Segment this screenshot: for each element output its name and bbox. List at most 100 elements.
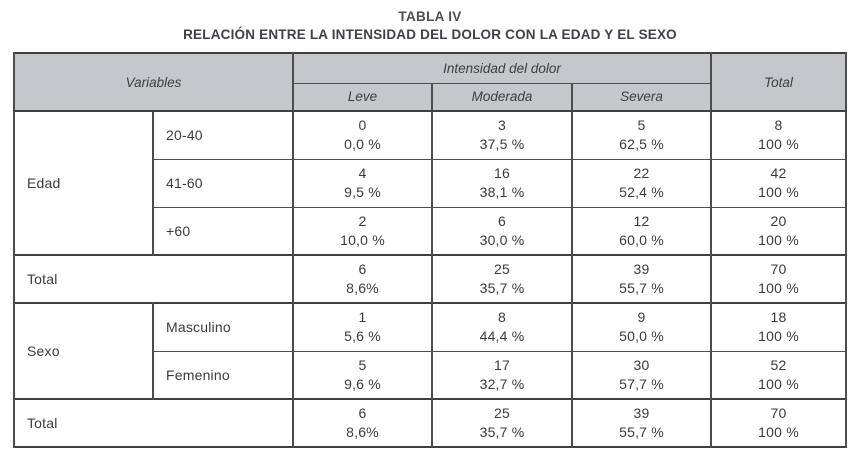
- cell-percent: 100 %: [758, 424, 799, 440]
- total-row: Total 6 8,6% 25 35,7 % 39 55,7 % 70 100 %: [12, 398, 848, 448]
- header-variables: Variables: [12, 52, 294, 112]
- cell-count: 18: [770, 309, 787, 326]
- cell-count: 6: [497, 212, 506, 229]
- cell-count: 5: [637, 117, 646, 134]
- table-title: TABLA IV: [398, 9, 462, 24]
- cell-count: 25: [493, 405, 510, 421]
- data-cell: 25 35,7 %: [430, 398, 573, 448]
- cell-percent: 30,0 %: [479, 231, 525, 248]
- cell-percent: 100 %: [758, 280, 799, 296]
- data-cell: 42 100 %: [710, 158, 848, 208]
- cell-count: 22: [633, 165, 650, 181]
- data-cell: 39 55,7 %: [570, 254, 713, 304]
- data-cell: 30 57,7 %: [570, 350, 713, 400]
- total-row: Total 6 8,6% 25 35,7 % 39 55,7 % 70 100 %: [12, 254, 848, 304]
- cell-percent: 100 %: [758, 136, 799, 153]
- cell-count: 17: [493, 356, 510, 373]
- cell-count: 70: [770, 261, 787, 277]
- cell-percent: 10,0 %: [340, 231, 385, 248]
- cell-count: 5: [358, 356, 367, 373]
- data-cell: 22 52,4 %: [570, 158, 713, 208]
- group-label-edad: Edad: [12, 110, 154, 256]
- table-row: 41-60 4 9,5 % 16 38,1 % 22 52,4 % 42 100 %: [14, 158, 848, 208]
- cell-count: 6: [358, 261, 367, 277]
- cell-count: 3: [497, 117, 506, 134]
- header-intensity: Intensidad del dolor: [291, 52, 713, 84]
- header-level-moderada: Moderada: [430, 82, 573, 112]
- data-cell: 9 50,0 %: [570, 302, 713, 352]
- table-subtitle: RELACIÓN ENTRE LA INTENSIDAD DEL DOLOR C…: [183, 27, 677, 42]
- cell-percent: 35,7 %: [479, 280, 525, 296]
- data-cell: 8 44,4 %: [430, 302, 573, 352]
- table-row: +60 2 10,0 % 6 30,0 % 12 60,0 % 20 100 %: [14, 206, 848, 256]
- cell-percent: 5,6 %: [344, 328, 381, 345]
- cell-percent: 9,5 %: [344, 184, 381, 200]
- group-label-sexo: Sexo: [12, 302, 154, 400]
- data-cell: 5 62,5 %: [570, 110, 713, 160]
- table-header: Variables Intensidad del dolor Total Lev…: [12, 52, 848, 112]
- data-cell: 4 9,5 %: [291, 158, 433, 208]
- cell-count: 39: [633, 405, 650, 421]
- cell-percent: 55,7 %: [619, 280, 664, 296]
- cell-count: 52: [770, 356, 787, 373]
- cell-count: 20: [770, 212, 787, 229]
- cell-percent: 44,4 %: [479, 328, 525, 345]
- cell-percent: 0,0 %: [344, 136, 381, 153]
- cell-count: 4: [358, 165, 367, 181]
- header-total: Total: [710, 52, 848, 112]
- total-row-label: Total: [12, 398, 294, 448]
- data-cell: 0 0,0 %: [291, 110, 433, 160]
- cell-count: 8: [774, 117, 783, 134]
- data-cell: 8 100 %: [710, 110, 848, 160]
- cell-count: 25: [493, 261, 510, 277]
- data-cell: 12 60,0 %: [570, 206, 713, 256]
- cell-count: 2: [358, 212, 367, 229]
- cell-percent: 9,6 %: [344, 375, 381, 392]
- cell-count: 9: [637, 309, 646, 326]
- table-row: Femenino 5 9,6 % 17 32,7 % 30 57,7 % 52 100 …: [14, 350, 848, 400]
- header-level-severa: Severa: [570, 82, 713, 112]
- data-cell: 25 35,7 %: [430, 254, 573, 304]
- cell-count: 0: [358, 117, 367, 134]
- total-row-label: Total: [12, 254, 294, 304]
- data-cell: 70 100 %: [710, 398, 848, 448]
- table-row: Edad 20-40 0 0,0 % 3 37,5 % 5 62,5 % 8 100 %: [12, 110, 848, 256]
- cell-percent: 55,7 %: [619, 424, 664, 440]
- cell-percent: 52,4 %: [619, 184, 664, 200]
- cell-percent: 32,7 %: [479, 375, 525, 392]
- data-cell: 6 30,0 %: [430, 206, 573, 256]
- data-cell: 1 5,6 %: [291, 302, 433, 352]
- cell-percent: 100 %: [758, 375, 799, 392]
- data-cell: 6 8,6%: [291, 398, 433, 448]
- data-cell: 2 10,0 %: [291, 206, 433, 256]
- data-cell: 17 32,7 %: [430, 350, 573, 400]
- data-cell: 20 100 %: [710, 206, 848, 256]
- category-label: +60: [151, 206, 294, 256]
- data-cell: 6 8,6%: [291, 254, 433, 304]
- cell-percent: 60,0 %: [619, 231, 664, 248]
- cell-percent: 37,5 %: [479, 136, 525, 153]
- cell-count: 70: [770, 405, 787, 421]
- data-cell: 18 100 %: [710, 302, 848, 352]
- data-cell: 3 37,5 %: [430, 110, 573, 160]
- cell-percent: 57,7 %: [619, 375, 664, 392]
- cell-count: 8: [497, 309, 506, 326]
- cell-count: 42: [770, 165, 787, 181]
- cell-percent: 8,6%: [346, 424, 379, 440]
- cell-count: 1: [358, 309, 367, 326]
- data-cell: 52 100 %: [710, 350, 848, 400]
- cell-count: 6: [358, 405, 367, 421]
- cell-percent: 62,5 %: [619, 136, 664, 153]
- header-level-leve: Leve: [291, 82, 433, 112]
- data-table: Variables Intensidad del dolor Total Lev…: [12, 52, 848, 448]
- table-row: Sexo Masculino 1 5,6 % 8 44,4 % 9 50,0 % 18…: [12, 302, 848, 400]
- cell-percent: 38,1 %: [479, 184, 525, 200]
- category-label: 20-40: [151, 110, 294, 160]
- cell-count: 30: [633, 356, 650, 373]
- category-label: Masculino: [151, 302, 294, 352]
- cell-percent: 35,7 %: [479, 424, 525, 440]
- cell-percent: 8,6%: [346, 280, 379, 296]
- cell-percent: 50,0 %: [619, 328, 664, 345]
- cell-count: 16: [493, 165, 510, 181]
